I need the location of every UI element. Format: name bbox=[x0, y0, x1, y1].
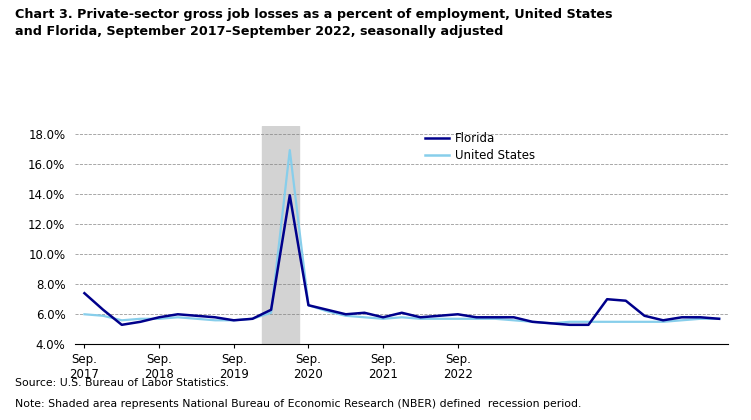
Text: Note: Shaded area represents National Bureau of Economic Research (NBER) defined: Note: Shaded area represents National Bu… bbox=[15, 399, 581, 409]
Legend: Florida, United States: Florida, United States bbox=[421, 128, 540, 166]
Bar bbox=[262, 126, 299, 344]
Text: Source: U.S. Bureau of Labor Statistics.: Source: U.S. Bureau of Labor Statistics. bbox=[15, 378, 229, 388]
Text: Chart 3. Private-sector gross job losses as a percent of employment, United Stat: Chart 3. Private-sector gross job losses… bbox=[15, 8, 613, 38]
